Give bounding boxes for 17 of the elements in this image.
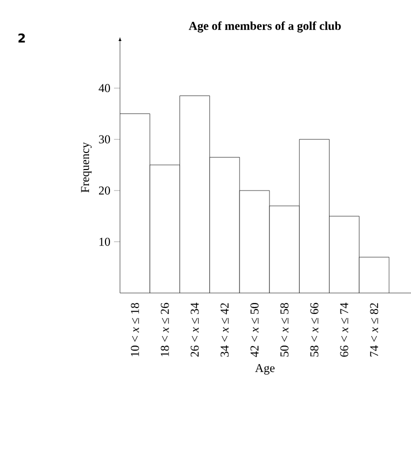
y-tick-label: 40	[98, 84, 110, 92]
x-tick-label: 26 < x ≤ 34	[190, 302, 199, 357]
x-axis-title: Age	[255, 364, 275, 375]
y-axis-title: Frequency	[81, 142, 92, 192]
chart-title: Age of members of a golf club	[188, 21, 341, 32]
x-tick-label: 18 < x ≤ 26	[160, 302, 169, 356]
x-tick-label: 74 < x ≤ 82	[370, 303, 378, 356]
y-tick-label: 10	[100, 238, 110, 246]
x-tick-label: 66 < x ≤ 74	[340, 302, 348, 357]
x-tick-label: 34 < x ≤ 42	[220, 303, 229, 357]
x-tick-label: 58 < x ≤ 66	[310, 302, 318, 357]
text: 2	[18, 34, 25, 42]
x-tick-label: 10 < x ≤ 18	[130, 303, 139, 356]
y-tick-label: 20	[99, 186, 110, 195]
x-tick-label: 50 < x ≤ 58	[280, 303, 288, 357]
x-tick-label: 42 < x ≤ 50	[250, 303, 259, 357]
y-tick-label: 30	[99, 135, 110, 144]
